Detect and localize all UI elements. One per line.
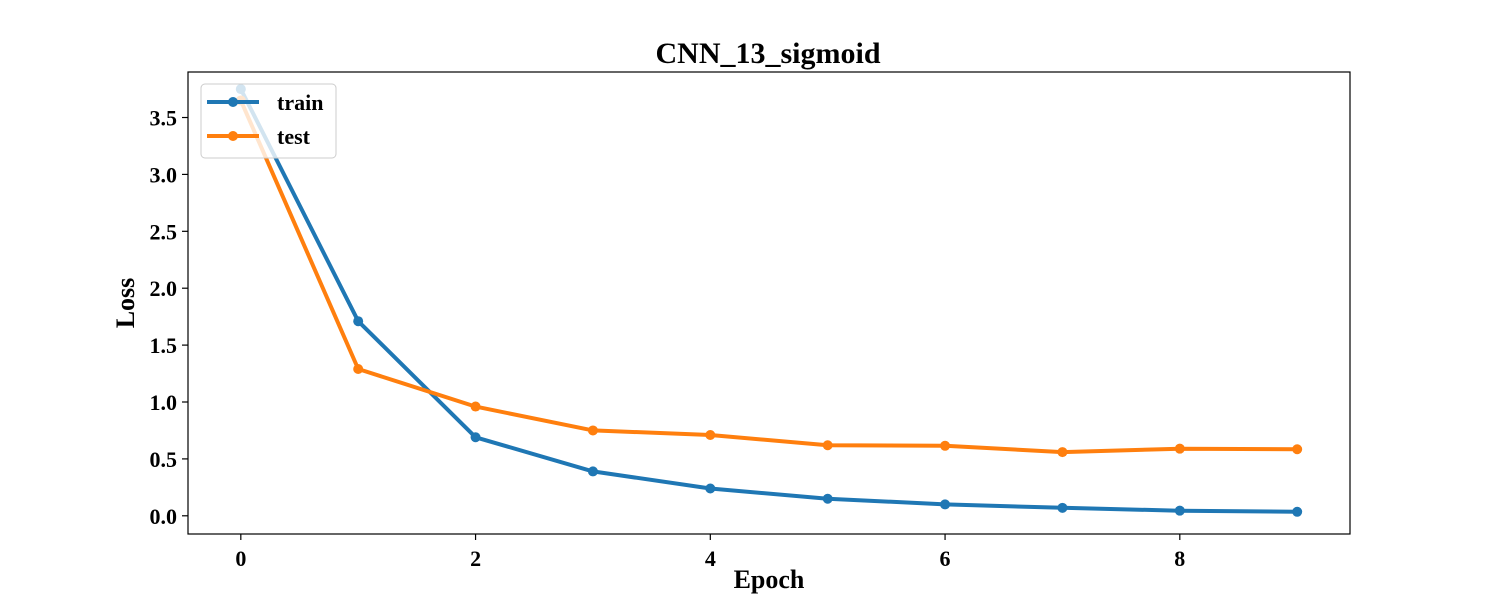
chart-title: CNN_13_sigmoid bbox=[655, 37, 880, 70]
data-point-test bbox=[1292, 444, 1303, 455]
data-point-train bbox=[587, 466, 598, 477]
y-tick-label: 3.5 bbox=[150, 106, 178, 131]
data-point-test bbox=[705, 430, 716, 440]
data-point-train bbox=[822, 493, 833, 504]
y-tick-label: 0.0 bbox=[150, 504, 178, 529]
data-point-test bbox=[1174, 443, 1185, 454]
data-point-test bbox=[1057, 447, 1068, 458]
data-point-train bbox=[1057, 502, 1068, 513]
legend-marker-test bbox=[228, 131, 238, 141]
plot-frame bbox=[187, 71, 1351, 535]
data-point-train bbox=[353, 316, 364, 327]
data-point-train bbox=[1292, 506, 1303, 517]
legend-label-test: test bbox=[277, 124, 311, 149]
data-point-test bbox=[353, 364, 364, 374]
data-point-train bbox=[470, 432, 481, 443]
legend-marker-train bbox=[228, 97, 238, 107]
series-layer bbox=[235, 84, 1303, 517]
y-tick-label: 1.0 bbox=[150, 390, 178, 415]
x-tick-label: 0 bbox=[235, 546, 246, 571]
y-tick-label: 1.5 bbox=[150, 333, 178, 358]
y-tick-label: 2.0 bbox=[150, 276, 178, 301]
data-point-train bbox=[940, 499, 951, 510]
data-point-test bbox=[587, 425, 598, 436]
y-axis-label: Loss bbox=[111, 278, 140, 329]
y-tick-label: 3.0 bbox=[150, 162, 178, 187]
x-axis-ticks: 0 2 4 6 8 bbox=[235, 534, 1185, 571]
y-axis-ticks: 0.0 0.5 1.0 1.5 2.0 2.5 3.0 3.5 bbox=[150, 106, 188, 529]
data-point-train bbox=[705, 483, 716, 494]
y-tick-label: 2.5 bbox=[150, 219, 178, 244]
series-line-test bbox=[238, 99, 1298, 455]
data-point-train bbox=[1174, 505, 1185, 516]
x-tick-label: 6 bbox=[940, 546, 951, 571]
data-point-test bbox=[940, 440, 951, 451]
legend: train test bbox=[200, 83, 337, 159]
x-axis-label: Epoch bbox=[734, 565, 805, 594]
series-line-train bbox=[239, 88, 1298, 514]
x-tick-label: 8 bbox=[1174, 546, 1185, 571]
y-tick-label: 0.5 bbox=[150, 447, 178, 472]
data-point-test bbox=[470, 401, 481, 412]
legend-label-train: train bbox=[277, 90, 323, 115]
x-tick-label: 2 bbox=[470, 546, 481, 571]
data-point-test bbox=[822, 440, 833, 451]
x-tick-label: 4 bbox=[705, 546, 716, 571]
plot-area bbox=[187, 71, 1351, 535]
